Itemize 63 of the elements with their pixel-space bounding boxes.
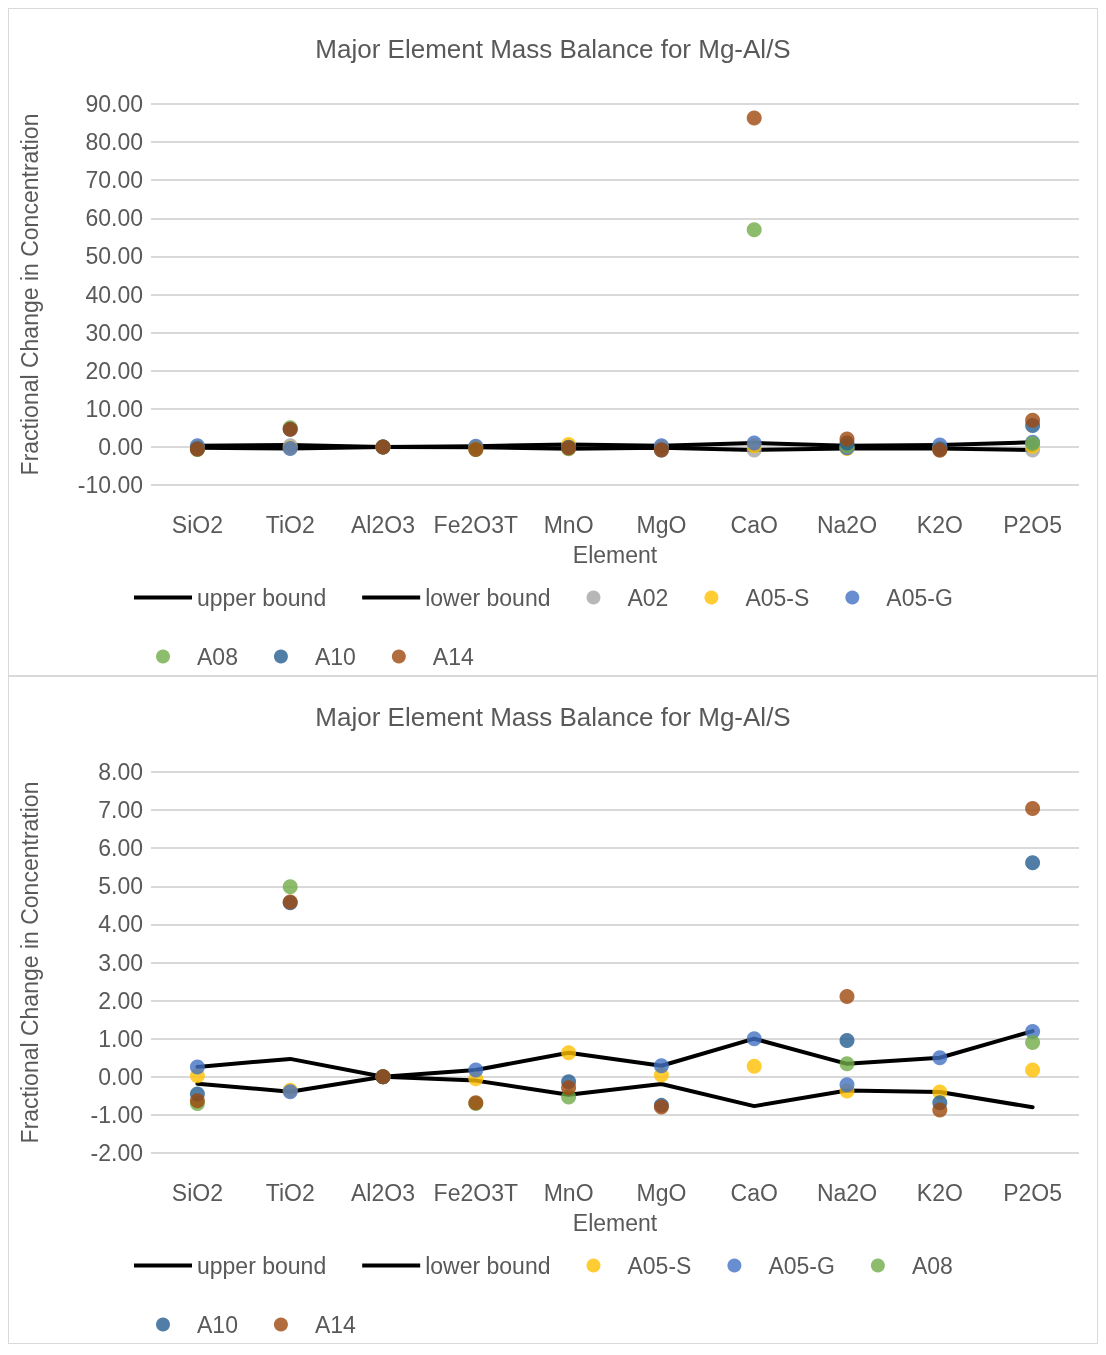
x-tick-label: K2O [916,511,963,538]
x-tick-label: CaO [730,1179,778,1206]
y-tick-label: 50.00 [85,243,143,270]
y-tick-label: 90.00 [85,91,143,117]
y-tick-label: 3.00 [98,949,143,976]
legend-label: A02 [627,584,669,611]
y-tick-label: -2.00 [90,1140,143,1166]
x-tick-label: MgO [636,511,687,538]
legend-label: A05-S [627,1252,692,1279]
y-axis-title: Fractional Change in Concentration [16,781,43,1144]
y-tick-label: 6.00 [98,835,143,862]
y-tick-label: 30.00 [85,319,143,346]
x-tick-label: SiO2 [171,511,223,538]
legend-label: A05-S [745,584,810,611]
y-tick-label: 70.00 [85,167,143,194]
y-tick-label: 40.00 [85,281,143,308]
x-tick-label: P2O5 [1003,511,1063,538]
y-tick-label: -1.00 [90,1101,143,1128]
x-axis-title: Element [572,541,658,568]
chart-title: Major Element Mass Balance for Mg-Al/S [315,34,791,64]
x-tick-label: TiO2 [265,511,315,538]
legend-label: A05-G [768,1252,835,1279]
y-tick-label: 4.00 [98,911,143,938]
x-tick-label: P2O5 [1003,1179,1063,1206]
x-tick-label: CaO [730,511,778,538]
x-tick-label: Al2O3 [351,1179,415,1206]
legend-label: A14 [314,1311,357,1338]
legend-label: A10 [197,1311,238,1338]
x-tick-label: MgO [636,1179,687,1206]
y-tick-label: 20.00 [85,357,143,384]
legend-label: A08 [911,1252,953,1279]
x-tick-label: Na2O [816,511,878,538]
y-tick-label: 80.00 [85,129,143,156]
legend-label: A10 [314,643,356,670]
x-tick-label: Al2O3 [351,511,415,538]
legend-label: upper bound [197,1252,327,1279]
y-tick-label: 5.00 [98,873,143,900]
legend-label: upper bound [197,584,327,611]
y-tick-label: -10.00 [77,472,143,498]
y-tick-label: 60.00 [85,205,143,232]
x-axis-title: Element [572,1209,658,1236]
legend-label: A14 [432,643,474,670]
y-tick-label: 0.00 [98,1063,143,1090]
legend-label: lower bound [425,584,551,611]
x-tick-label: Fe2O3T [433,511,518,538]
x-tick-label: Na2O [816,1179,878,1206]
x-tick-label: SiO2 [171,1179,223,1206]
x-tick-label: MnO [543,511,594,538]
legend-label: A08 [197,643,238,670]
y-tick-label: 8.00 [98,759,143,785]
legend-label: lower bound [425,1252,551,1279]
legend-label: A05-G [886,584,953,611]
x-tick-label: TiO2 [265,1179,315,1206]
y-tick-label: 2.00 [98,987,143,1014]
y-tick-label: 0.00 [98,433,143,460]
x-tick-label: Fe2O3T [433,1179,518,1206]
chart-title: Major Element Mass Balance for Mg-Al/S [315,702,791,732]
x-tick-label: MnO [543,1179,594,1206]
y-tick-label: 10.00 [85,395,143,422]
x-tick-label: K2O [916,1179,963,1206]
y-axis-title: Fractional Change in Concentration [16,113,43,476]
y-tick-label: 1.00 [98,1025,143,1052]
y-tick-label: 7.00 [98,797,143,824]
